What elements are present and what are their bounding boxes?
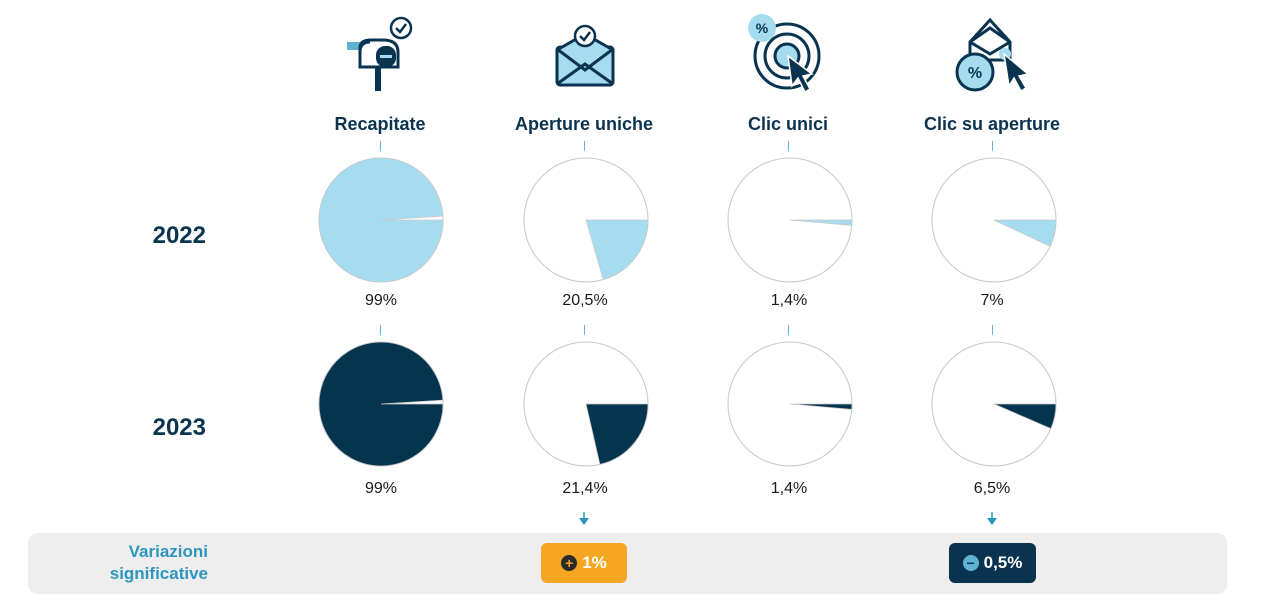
pie-slices [523,157,649,283]
pie-slices [318,157,444,283]
connector-tick [788,141,789,151]
connector-tick [584,325,585,335]
target-click-icon: % [748,14,821,94]
year-label-2022: 2022 [152,222,206,249]
value-label: 6,5% [973,480,1011,497]
connector-tick [380,325,381,335]
pie-2023-recapitate [318,341,444,467]
variations-title: Variazioni significative [50,541,208,585]
pie-slices [523,341,649,467]
pie-slices [318,341,444,467]
pie-2022-aperture-uniche [523,157,649,283]
connector-tick [992,141,993,151]
pie-2022-recapitate [318,157,444,283]
pie-slice [585,403,649,465]
pie-slices [931,157,1057,283]
value-label: 21,4% [562,480,608,497]
pie-slices [727,341,853,467]
value-label: 99% [364,480,398,497]
variation-value: 1% [582,553,607,572]
pie-2023-aperture-uniche [523,341,649,467]
connector-tick [380,141,381,151]
metric-label-clic-su-aperture: Clic su aperture [923,114,1061,134]
metric-label-clic-unici: Clic unici [747,114,828,134]
pie-slice [993,403,1057,430]
pie-slice [318,157,444,283]
pie-slices [931,341,1057,467]
pie-2022-clic-unici [727,157,853,283]
pie-2022-clic-su-aperture [931,157,1057,283]
minus-icon: − [962,555,979,571]
variations-title-line1: Variazioni [128,542,208,561]
connector-tick [992,325,993,335]
metric-label-recapitate: Recapitate [334,114,426,134]
variations-title-line2: significative [109,564,208,583]
svg-text:%: % [968,65,982,82]
pie-slice [993,219,1057,247]
pie-slice [789,403,853,410]
arrow-down-icon [987,512,997,525]
value-label: 1,4% [770,292,808,309]
plus-icon: + [561,555,578,571]
variation-badge-aperture-uniche: + 1% [541,543,627,583]
value-label: 99% [364,292,398,309]
variation-value: 0,5% [983,553,1023,572]
pie-slices [727,157,853,283]
value-label: 1,4% [770,480,808,497]
connector-tick [584,141,585,151]
pie-slice [585,219,649,281]
pie-slice [318,341,444,467]
variation-badge-clic-su-aperture: − 0,5% [949,543,1036,583]
value-label: 7% [980,292,1004,309]
year-label-2023: 2023 [152,414,206,441]
envelope-click-icon: % [955,17,1030,93]
pie-2023-clic-su-aperture [931,341,1057,467]
arrow-down-icon [579,512,589,525]
svg-text:%: % [756,20,769,36]
open-envelope-icon [555,24,615,87]
value-label: 20,5% [562,292,608,309]
pie-2023-clic-unici [727,341,853,467]
metric-label-aperture-uniche: Aperture uniche [514,114,654,134]
connector-tick [788,325,789,335]
mailbox-icon [347,16,413,91]
pie-slice [789,219,853,226]
